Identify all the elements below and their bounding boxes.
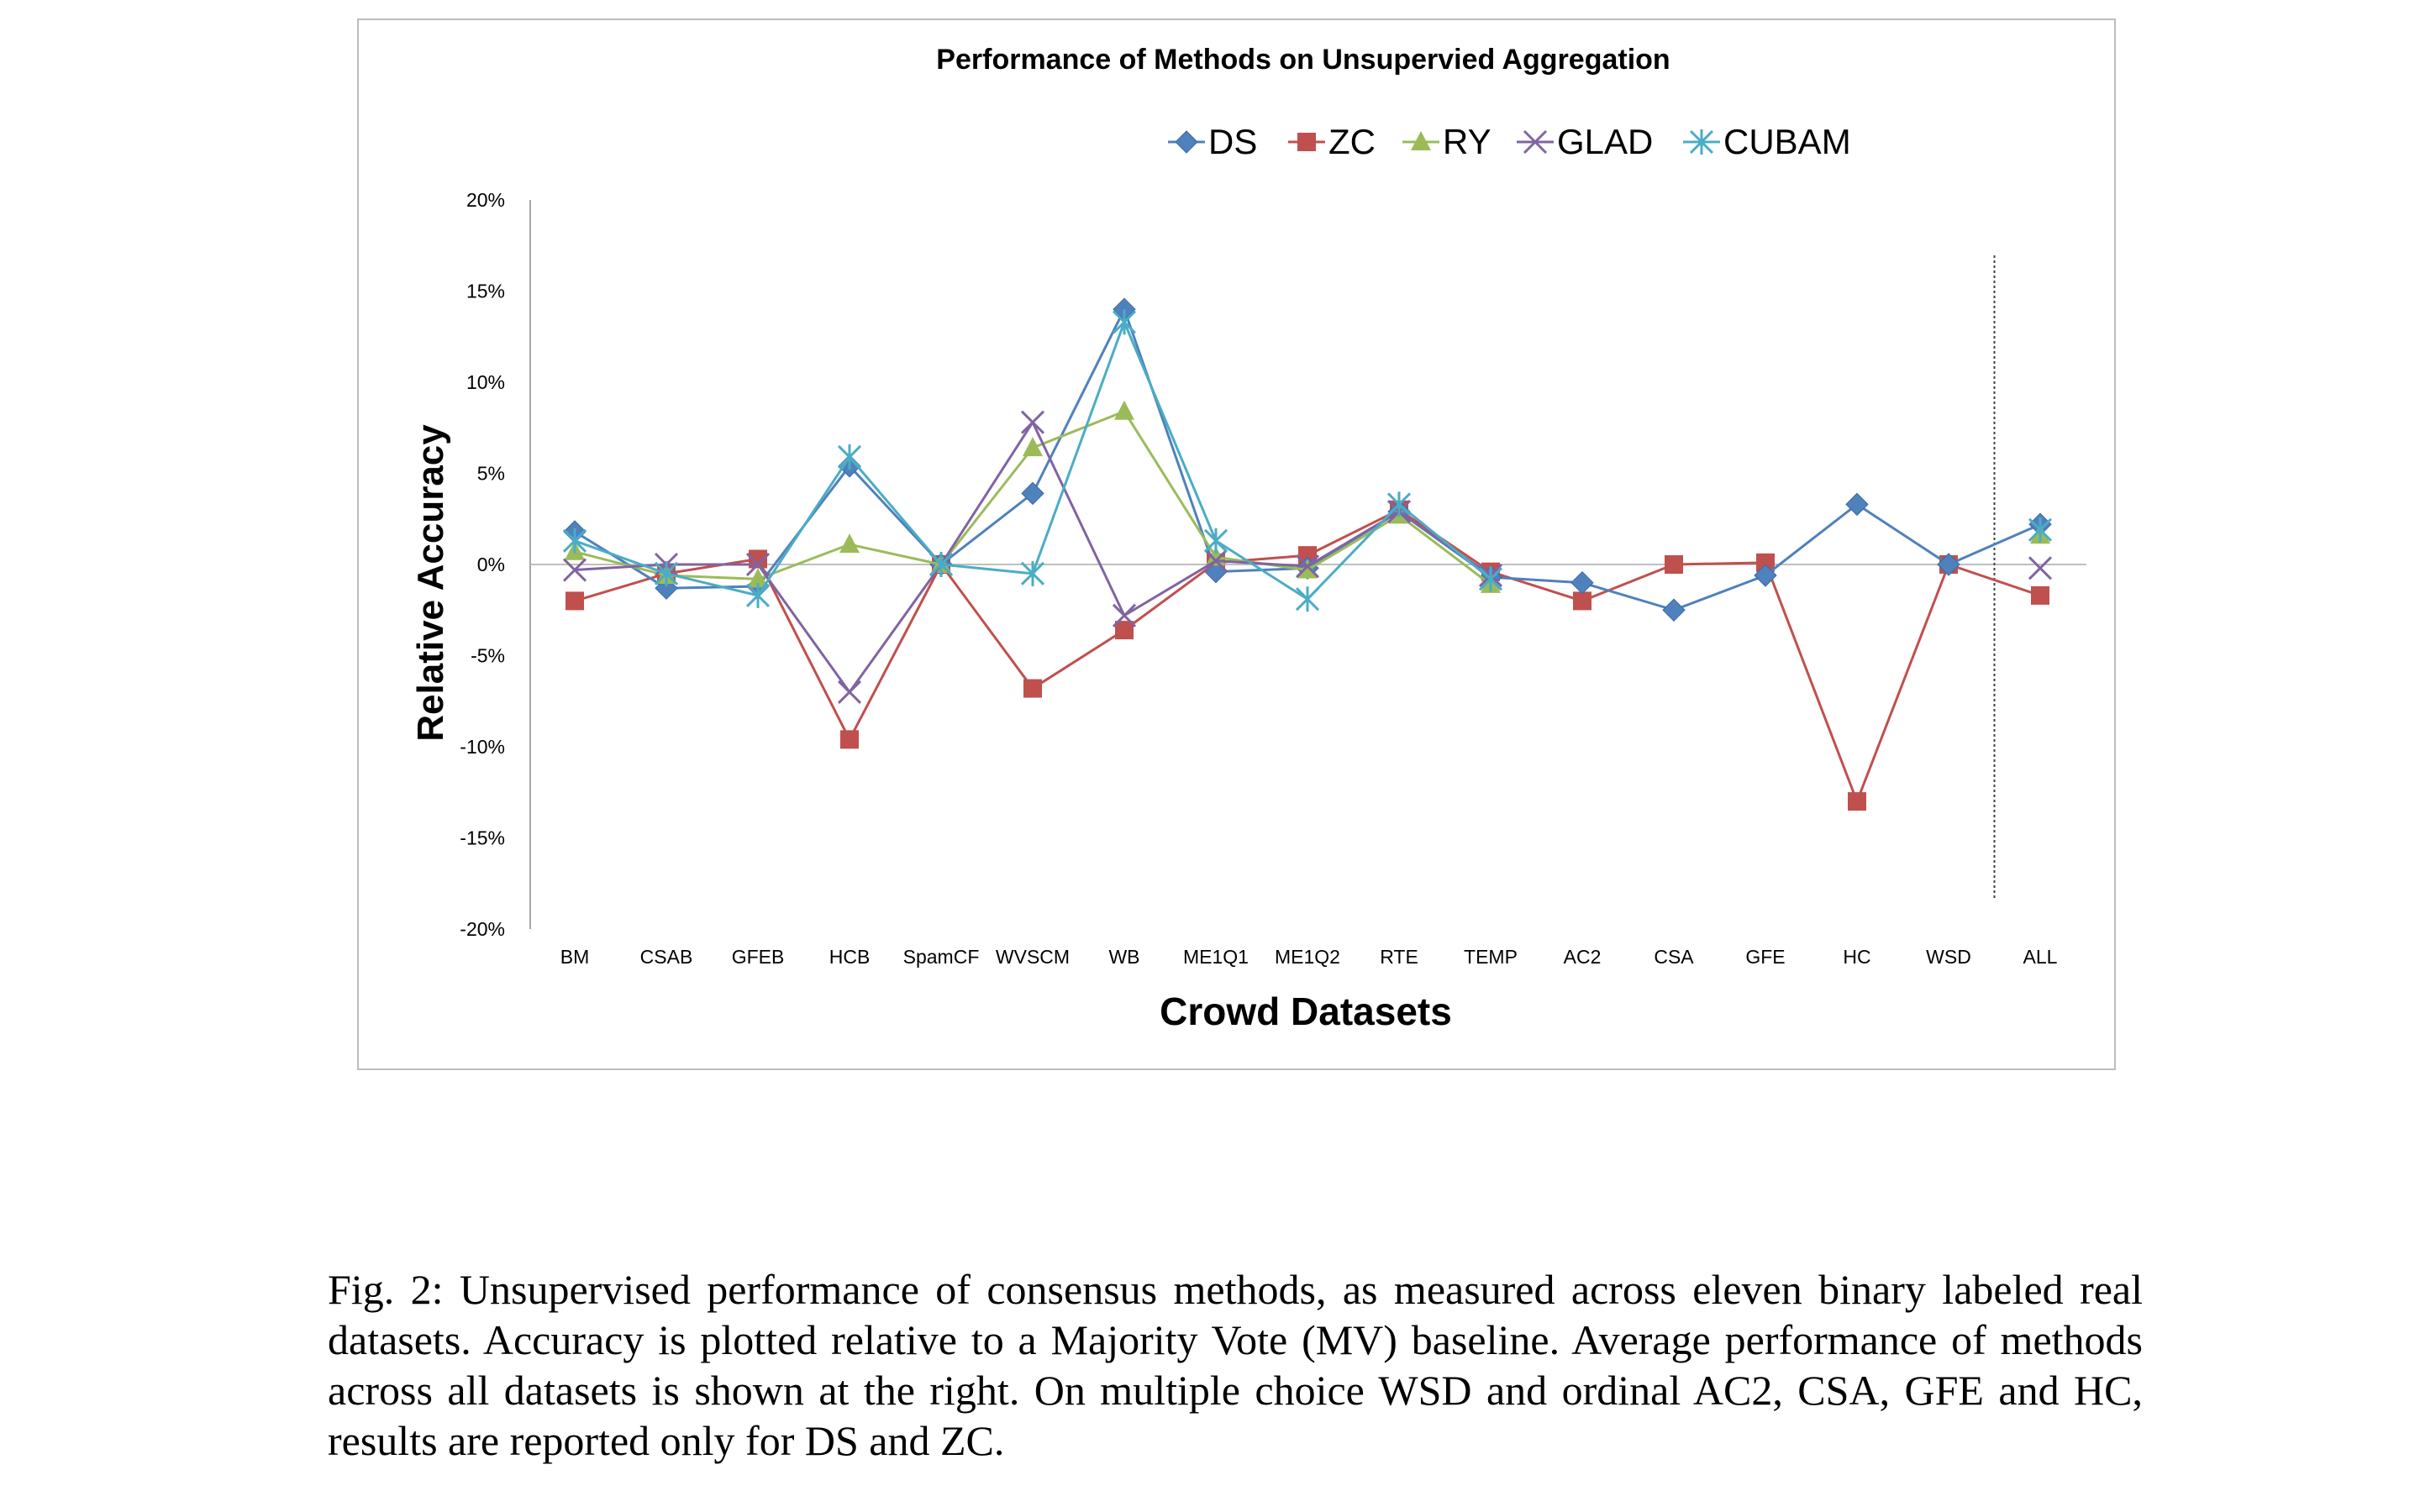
x-tick-label: CSAB — [640, 946, 693, 968]
data-point-cubam — [1020, 560, 1045, 586]
legend-label: CUBAM — [1723, 122, 1851, 161]
data-point-ds — [1937, 553, 1960, 576]
y-axis: 20% 15% 10% 5% 0% -5% -10% -15% -20% — [460, 189, 531, 940]
x-axis-label: Crowd Datasets — [1160, 990, 1452, 1033]
x-tick-label: TEMP — [1464, 946, 1518, 968]
data-point-ds — [1845, 492, 1869, 517]
data-point-ds — [1754, 564, 1777, 587]
data-point-cubam — [1112, 309, 1137, 335]
legend: DS ZC RY GLAD CUBAM — [1168, 122, 1851, 161]
x-tick-label: BM — [560, 946, 590, 968]
data-point-ds — [1662, 598, 1686, 622]
data-point-ry — [1297, 559, 1318, 579]
data-point-ds — [1021, 481, 1044, 506]
y-tick-label: -20% — [460, 918, 505, 940]
x-tick-label: ME1Q2 — [1275, 946, 1340, 968]
x-tick-label: HC — [1843, 946, 1870, 968]
data-point-zc — [1573, 591, 1591, 611]
x-tick-label: GFEB — [732, 946, 785, 968]
x-tick-label: SpamCF — [903, 946, 980, 968]
y-axis-label: Relative Accuracy — [410, 424, 451, 742]
x-tick-label: GFE — [1745, 946, 1785, 968]
legend-label: DS — [1208, 122, 1257, 161]
x-tick-label: ALL — [2023, 946, 2058, 968]
data-point-cubam — [562, 528, 587, 554]
x-tick-label: WVSCM — [996, 946, 1070, 968]
legend-marker-ds — [1175, 130, 1198, 154]
data-point-cubam — [929, 552, 954, 577]
data-point-glad — [837, 680, 862, 704]
data-point-glad — [2028, 556, 2053, 580]
data-point-zc — [1756, 553, 1775, 572]
data-point-cubam — [1295, 586, 1320, 612]
data-point-ds — [1570, 570, 1594, 595]
data-point-zc — [1665, 555, 1683, 574]
legend-item-glad: GLAD — [1517, 122, 1653, 161]
legend-label: RY — [1443, 122, 1491, 161]
data-point-glad — [745, 552, 771, 577]
data-point-ry — [839, 533, 860, 554]
y-tick-label: 10% — [466, 371, 505, 393]
data-point-glad — [1295, 554, 1320, 579]
y-tick-label: -15% — [460, 827, 505, 849]
data-point-zc — [2031, 585, 2049, 605]
figure-caption: Fig. 2: Unsupervised performance of cons… — [328, 1266, 2143, 1464]
y-tick-label: -10% — [460, 736, 505, 758]
legend-label: GLAD — [1557, 122, 1653, 161]
y-tick-label: 15% — [466, 281, 505, 302]
x-tick-label: AC2 — [1564, 946, 1602, 968]
data-point-glad — [1203, 549, 1228, 573]
data-point-ry — [1114, 400, 1134, 420]
data-point-cubam — [1386, 491, 1412, 517]
x-tick-label: HCB — [829, 946, 871, 968]
data-point-glad — [1020, 410, 1045, 434]
legend-marker-zc — [1297, 133, 1316, 151]
data-point-zc — [1023, 679, 1042, 698]
x-tick-label: CSA — [1654, 946, 1694, 968]
data-point-cubam — [2028, 517, 2053, 543]
legend-marker-glad — [1523, 129, 1548, 155]
y-tick-label: -5% — [471, 645, 505, 667]
legend-item-ry: RY — [1402, 122, 1491, 161]
data-point-zc — [749, 549, 767, 569]
x-tick-label: WB — [1108, 946, 1139, 968]
x-tick-label: ME1Q1 — [1183, 946, 1249, 968]
y-tick-label: 5% — [477, 463, 505, 485]
legend-marker-ry — [1411, 131, 1431, 150]
y-tick-label: 20% — [466, 189, 505, 211]
data-point-ry — [748, 568, 768, 588]
chart-frame: Performance of Methods on Unsupervied Ag… — [357, 18, 2116, 1070]
data-point-glad — [1112, 603, 1137, 627]
series-layer — [562, 297, 2053, 811]
x-tick-label: WSD — [1926, 946, 1971, 968]
x-tick-label: RTE — [1380, 946, 1418, 968]
data-point-cubam — [745, 582, 771, 608]
data-point-cubam — [1203, 528, 1228, 554]
legend-item-ds: DS — [1168, 122, 1257, 161]
legend-marker-cubam — [1689, 129, 1714, 155]
data-point-ry — [1023, 437, 1043, 457]
data-point-ry — [1206, 546, 1226, 566]
y-tick-label: 0% — [477, 554, 505, 575]
legend-item-cubam: CUBAM — [1683, 122, 1851, 161]
data-point-zc — [1848, 792, 1866, 811]
legend-item-zc: ZC — [1288, 122, 1376, 161]
series-cubam — [562, 309, 2053, 612]
data-point-zc — [1115, 621, 1134, 640]
data-point-cubam — [654, 560, 679, 586]
chart-title: Performance of Methods on Unsupervied Ag… — [936, 44, 1670, 76]
data-point-cubam — [837, 444, 862, 470]
legend-label: ZC — [1328, 122, 1376, 161]
data-point-zc — [566, 591, 584, 611]
data-point-zc — [840, 730, 859, 749]
line-chart: Performance of Methods on Unsupervied Ag… — [410, 44, 2086, 1033]
data-point-cubam — [1478, 566, 1503, 592]
data-point-glad — [562, 558, 587, 582]
